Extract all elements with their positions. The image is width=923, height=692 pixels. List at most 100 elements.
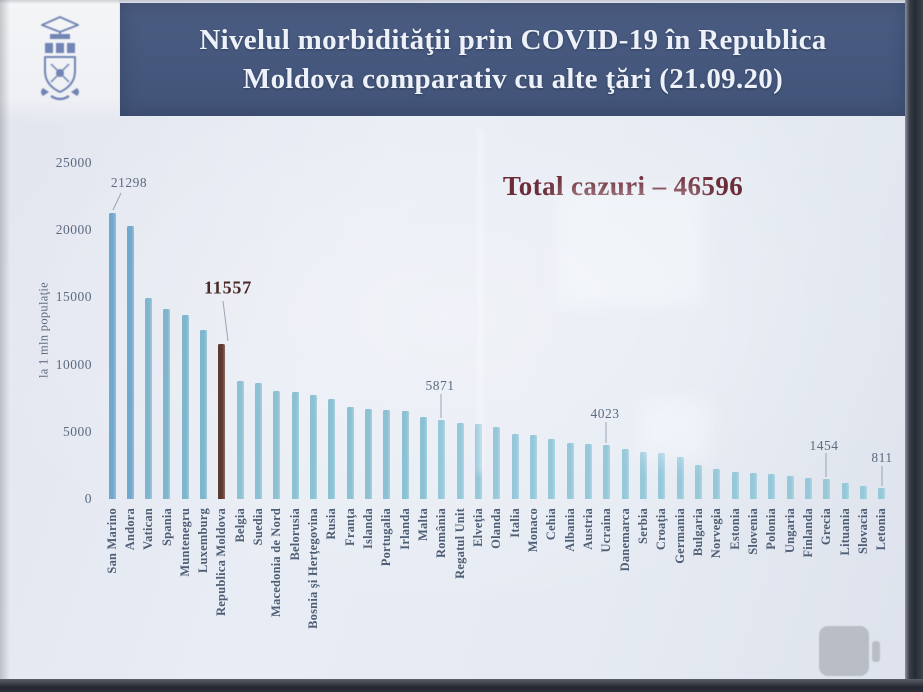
logo-area: [0, 0, 119, 124]
xlabel-regatul-unit: Regatul Unit: [452, 508, 467, 579]
xlabel-croa-ia: Croaţia: [654, 508, 669, 551]
xlabel-portugalia: Portugalia: [379, 508, 394, 567]
bar-fran-a: [346, 407, 354, 499]
annotation-letonia: 811: [871, 450, 893, 465]
bar-ungaria: [786, 476, 794, 499]
xlabel-ungaria: Ungaria: [782, 508, 797, 554]
xlabel-suedia: Suedia: [251, 508, 266, 546]
bar-estonia: [731, 471, 739, 499]
xlabel-muntenegru: Muntenegru: [177, 508, 192, 577]
bar-slovacia: [860, 485, 868, 499]
ytick-25000: 25000: [55, 155, 92, 170]
xlabel-rom-nia: România: [434, 508, 449, 559]
xlabel-andora: Andora: [122, 508, 137, 551]
xlabel-monaco: Monaco: [526, 508, 541, 553]
xlabel-elve-ia: Elveţia: [471, 508, 486, 547]
bar-portugalia: [383, 410, 391, 499]
xlabel-belgia: Belgia: [232, 508, 247, 543]
bar-grecia: [823, 479, 831, 499]
overlay-pill: [872, 641, 880, 662]
bar-albania: [566, 442, 574, 499]
bar-san-marino: [108, 212, 116, 499]
annotation-san-marino: 21298: [110, 175, 148, 190]
xlabel-spania: Spania: [159, 508, 174, 547]
bar-muntenegru: [181, 314, 189, 499]
bar-malta: [420, 417, 428, 499]
photo-edge-left: [0, 0, 10, 692]
ytick-0: 0: [84, 491, 92, 506]
xlabel-bulgaria: Bulgaria: [691, 508, 706, 557]
xlabel-belorusia: Belorusia: [287, 508, 302, 561]
leader-line-republica-moldova: [222, 300, 229, 342]
photo-edge-bottom: [0, 679, 923, 692]
bar-finlanda: [805, 478, 813, 499]
bar-suedia: [255, 382, 263, 499]
total-cases-heading: Total cazuri – 46596: [502, 171, 744, 201]
bar-islanda: [365, 408, 373, 499]
bar-danemarca: [621, 449, 629, 499]
leader-line-san-marino: [112, 192, 122, 211]
bar-letonia: [878, 488, 886, 499]
bar-rusia: [328, 398, 336, 499]
annotation-rom-nia: 5871: [425, 378, 455, 393]
xlabel-polonia: Polonia: [764, 508, 779, 550]
xlabel-italia: Italia: [507, 508, 522, 538]
annotation-grecia: 1454: [809, 438, 839, 453]
overlay-box: [819, 626, 869, 676]
bar-germania: [676, 457, 684, 499]
xlabel-ucraina: Ucraina: [599, 508, 614, 553]
bar-belorusia: [291, 392, 299, 499]
bar-luxemburg: [200, 330, 208, 499]
xlabel-austria: Austria: [581, 508, 596, 550]
bar-croa-ia: [658, 453, 666, 499]
bar-olanda: [493, 427, 501, 499]
bar-polonia: [768, 473, 776, 499]
bar-elve-ia: [475, 424, 483, 499]
xlabel-macedonia-de-nord: Macedonia de Nord: [269, 508, 284, 617]
bar-cehia: [548, 439, 556, 499]
xlabel-slovenia: Slovenia: [746, 508, 761, 555]
bar-norvegia: [713, 468, 721, 499]
xlabel-olanda: Olanda: [489, 508, 504, 549]
bar-vatican: [145, 298, 153, 499]
ytick-15000: 15000: [55, 289, 92, 305]
xlabel-estonia: Estonia: [727, 508, 742, 550]
slide-title-line1: Nivelul morbidităţii prin COVID-19 în Re…: [199, 23, 827, 56]
bar-rom-nia: [438, 420, 446, 499]
bar-ucraina: [603, 444, 611, 499]
ytick-20000: 20000: [55, 222, 92, 238]
bar-irlanda: [401, 410, 409, 499]
xlabel-germania: Germania: [672, 508, 687, 564]
projection-glare: [638, 398, 710, 460]
xlabel-malta: Malta: [416, 508, 431, 541]
xlabel-cehia: Cehia: [544, 508, 559, 541]
xlabel-norvegia: Norvegia: [709, 508, 724, 559]
bar-monaco: [530, 435, 538, 499]
xlabel-rusia: Rusia: [324, 508, 339, 540]
slide-title-line2: Moldova comparativ cu alte ţări (21.09.2…: [242, 62, 784, 95]
crest-logo-icon: [41, 16, 79, 101]
bar-bosnia-i-her-egovina: [310, 394, 318, 499]
xlabel-republica-moldova: Republica Moldova: [214, 508, 229, 616]
bar-spania: [163, 308, 171, 499]
bar-andora: [126, 226, 134, 499]
bar-macedonia-de-nord: [273, 391, 281, 499]
photo-edge-right: [905, 0, 923, 692]
xlabel-vatican: Vatican: [141, 508, 156, 550]
projection-glare: [556, 188, 704, 306]
annotation-ucraina: 4023: [590, 406, 620, 421]
bar-italia: [511, 434, 519, 499]
xlabel-bosnia-i-her-egovina: Bosnia şi Herţegovina: [306, 508, 321, 629]
ytick-5000: 5000: [63, 423, 92, 439]
bar-austria: [585, 443, 593, 499]
xlabel-danemarca: Danemarca: [617, 508, 632, 572]
xlabel-albania: Albania: [562, 508, 577, 552]
bar-regatul-unit: [456, 422, 464, 499]
bar-slovenia: [750, 472, 758, 499]
bar-serbia: [640, 451, 648, 499]
xlabel-fran-a: Franţa: [342, 508, 357, 546]
annotation-republica-moldova: 11557: [203, 277, 253, 298]
bar-lituania: [841, 482, 849, 499]
photo-edge-top: [0, 0, 923, 4]
